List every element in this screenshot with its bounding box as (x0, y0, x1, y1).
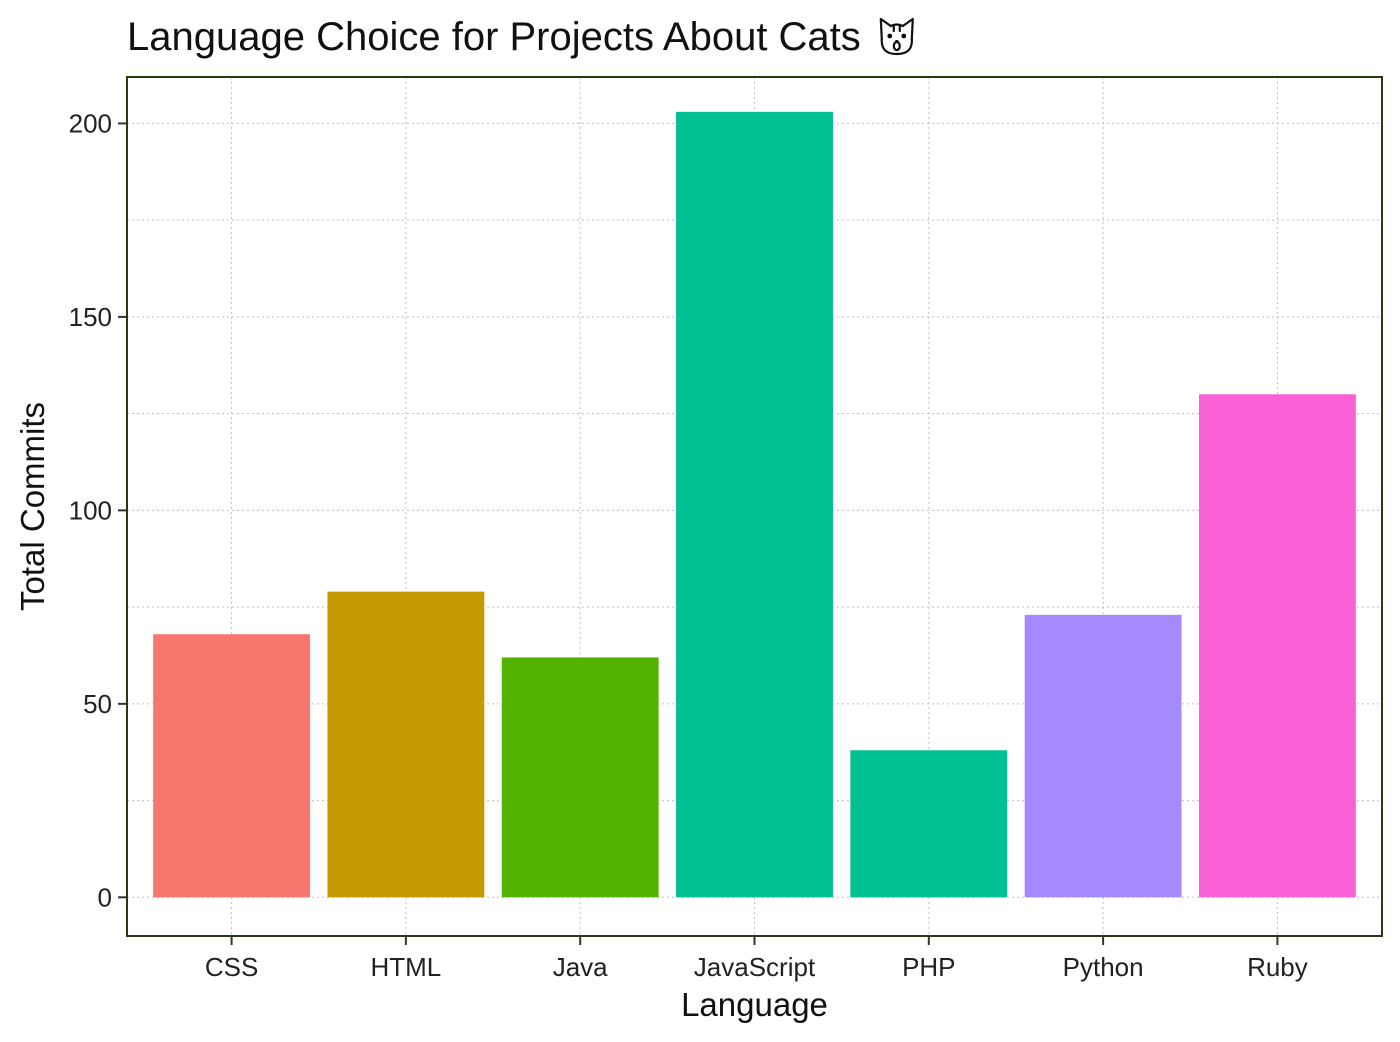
y-tick-label: 150 (69, 302, 112, 332)
x-tick-label: HTML (370, 952, 441, 982)
x-axis: CSS HTML Java JavaScript PHP Python Ruby (205, 936, 1308, 982)
bar-java (502, 657, 659, 897)
x-tick-label: Python (1063, 952, 1144, 982)
x-tick-label: JavaScript (694, 952, 816, 982)
bar-python (1025, 615, 1182, 897)
bar-html (327, 592, 484, 898)
y-axis-title: Total Commits (14, 402, 51, 611)
bar-ruby (1199, 394, 1356, 897)
y-axis: 0 50 100 150 200 (69, 108, 127, 912)
y-tick-label: 0 (98, 882, 112, 912)
bar-php (850, 750, 1007, 897)
cat-mouth (894, 42, 900, 50)
chart-title: Language Choice for Projects About Cats (127, 15, 861, 59)
cat-eye (901, 34, 906, 39)
x-tick-label: PHP (902, 952, 955, 982)
x-tick-label: Ruby (1247, 952, 1308, 982)
y-tick-label: 100 (69, 495, 112, 525)
x-tick-label: CSS (205, 952, 258, 982)
y-tick-label: 50 (83, 689, 112, 719)
cat-eye (887, 34, 892, 39)
x-axis-title: Language (681, 986, 828, 1023)
y-tick-label: 200 (69, 108, 112, 138)
x-tick-label: Java (553, 952, 608, 982)
bar-css (153, 634, 310, 897)
cat-face-outline (891, 25, 903, 27)
cat-face-icon (881, 19, 913, 54)
bars (153, 112, 1356, 897)
bar-javascript (676, 112, 833, 897)
